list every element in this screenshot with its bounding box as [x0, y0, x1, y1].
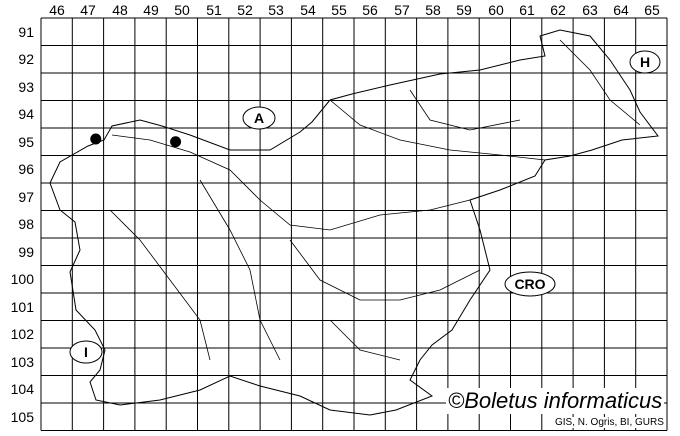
column-label: 48 [112, 2, 128, 18]
row-label: 98 [18, 216, 34, 232]
neighbour-country-labels: A H CRO I [69, 50, 661, 364]
column-label: 58 [425, 2, 441, 18]
country-outline [49, 29, 659, 416]
column-label: 51 [206, 2, 222, 18]
data-source: GIS, N. Ogris, BI, GURS [553, 417, 666, 428]
row-label: 97 [18, 189, 34, 205]
row-label: 95 [18, 134, 34, 150]
column-label: 64 [613, 2, 629, 18]
row-label: 99 [18, 244, 34, 260]
column-label: 62 [550, 2, 566, 18]
row-label: 92 [18, 51, 34, 67]
column-label: 56 [362, 2, 378, 18]
column-label: 50 [174, 2, 190, 18]
occurrence-records [90, 133, 182, 148]
country-label-austria: A [254, 110, 264, 126]
column-label: 54 [300, 2, 316, 18]
row-label: 102 [11, 326, 35, 342]
column-label: 53 [268, 2, 284, 18]
rivers [109, 39, 641, 361]
utm-grid [40, 17, 668, 431]
column-label: 65 [644, 2, 660, 18]
row-label: 91 [18, 24, 34, 40]
row-labels: 91 92 93 94 95 96 97 98 99 100 101 102 1… [11, 24, 35, 425]
column-label: 46 [49, 2, 65, 18]
country-label-croatia: CRO [514, 276, 545, 292]
column-label: 63 [582, 2, 598, 18]
occurrence-dot [170, 136, 182, 148]
country-label-italy: I [84, 344, 88, 360]
column-label: 52 [237, 2, 253, 18]
row-label: 104 [11, 381, 35, 397]
row-label: 93 [18, 79, 34, 95]
occurrence-dot [90, 133, 102, 145]
row-label: 101 [11, 299, 35, 315]
row-label: 105 [11, 409, 35, 425]
row-label: 94 [18, 106, 34, 122]
row-label: 96 [18, 161, 34, 177]
column-label: 61 [519, 2, 535, 18]
row-label: 100 [11, 271, 35, 287]
column-label: 49 [143, 2, 159, 18]
column-label: 55 [331, 2, 347, 18]
column-label: 59 [456, 2, 472, 18]
column-labels: 46 47 48 49 50 51 52 53 54 55 56 57 58 5… [49, 2, 660, 18]
column-label: 60 [488, 2, 504, 18]
copyright-credit: ©Boletus informaticus [446, 388, 665, 414]
row-label: 103 [11, 354, 35, 370]
column-label: 57 [394, 2, 410, 18]
column-label: 47 [80, 2, 96, 18]
country-label-hungary: H [640, 54, 650, 70]
